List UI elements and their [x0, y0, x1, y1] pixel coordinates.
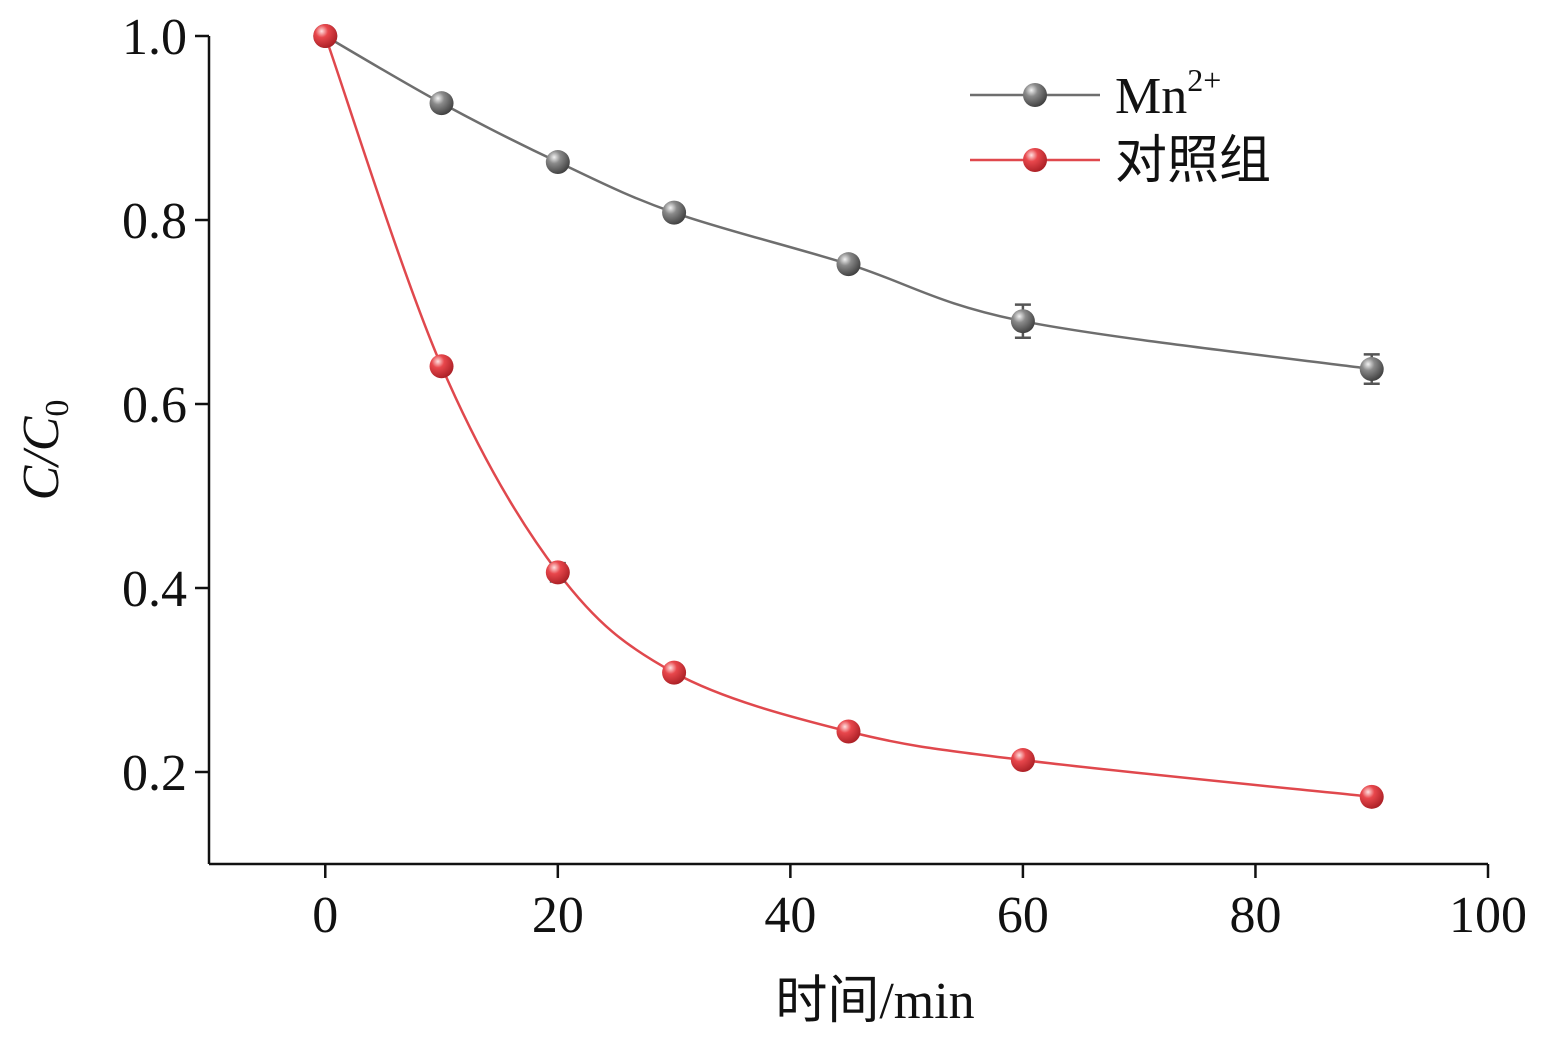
legend-label-1: 对照组 — [1115, 133, 1271, 190]
legend-label-0: Mn2+ — [1115, 62, 1221, 125]
data-point — [1359, 357, 1384, 382]
data-point — [1010, 748, 1035, 773]
x-axis-label: 时间/min — [775, 973, 974, 1030]
y-tick-label: 0.2 — [122, 745, 187, 802]
legend-label-superscript: 2+ — [1187, 62, 1221, 98]
data-point — [662, 200, 687, 225]
data-point — [836, 252, 861, 277]
legend: Mn2+ 对照组 — [970, 62, 1271, 190]
y-tick-label: 0.8 — [122, 193, 187, 250]
axes: 0 20 40 60 80 100 0.2 0.4 0.6 0.8 1.0 — [122, 9, 1527, 944]
y-axis-label-main: C/C — [13, 415, 70, 500]
data-point — [836, 719, 861, 744]
x-tick-label: 40 — [764, 887, 816, 944]
data-point — [429, 91, 454, 116]
data-point — [545, 150, 570, 175]
data-point — [662, 660, 687, 685]
legend-label-text: 对照组 — [1115, 133, 1271, 190]
x-tick-label: 80 — [1229, 887, 1281, 944]
legend-marker-1 — [1023, 148, 1047, 172]
data-point — [1010, 309, 1035, 334]
data-point — [1359, 784, 1384, 809]
y-axis-label-sub: 0 — [39, 400, 76, 417]
legend-label-text: Mn — [1115, 68, 1187, 125]
x-tick-label: 0 — [312, 887, 338, 944]
data-point — [545, 560, 570, 585]
y-tick-label: 1.0 — [122, 9, 187, 66]
data-point — [313, 24, 338, 48]
y-axis-label: C/C0 — [13, 400, 76, 501]
x-tick-label: 100 — [1449, 887, 1527, 944]
legend-marker-0 — [1023, 83, 1047, 107]
data-point — [429, 354, 454, 379]
series-layer — [313, 24, 1384, 809]
y-tick-label: 0.4 — [122, 561, 187, 618]
y-tick-label: 0.6 — [122, 377, 187, 434]
x-tick-label: 20 — [532, 887, 584, 944]
x-tick-label: 60 — [997, 887, 1049, 944]
